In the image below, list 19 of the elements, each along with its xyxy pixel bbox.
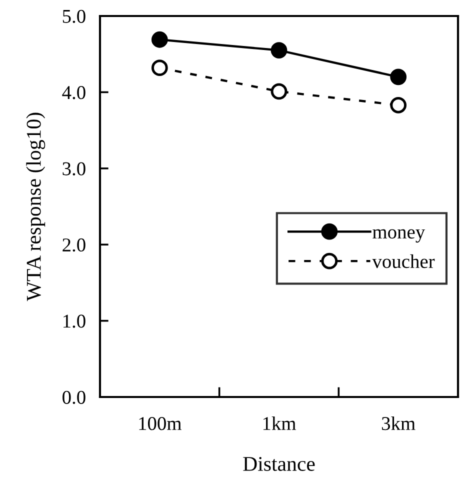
point [390,96,407,114]
x-tick-label: 1km [263,416,296,430]
point [270,83,288,100]
x-axis-title: Distance [243,456,315,471]
y-tick-label: 3.0 [62,162,86,176]
y-tick-label: 5.0 [62,10,86,24]
x-tick-label: 3km [382,416,416,430]
point [270,42,288,58]
x-tick-label: 100m [139,417,182,430]
y-tick-label: 0.0 [62,390,86,404]
y-axis-title: WTA response (log10) [26,112,46,302]
legend-label: money [372,229,426,243]
y-tick-label: 1.0 [64,314,86,328]
legend-label: voucher [372,254,435,268]
point [151,60,168,76]
y-tick-label: 4.0 [62,86,86,100]
point [390,68,407,86]
y-tick-label: 2.0 [62,238,86,252]
point [151,31,168,48]
